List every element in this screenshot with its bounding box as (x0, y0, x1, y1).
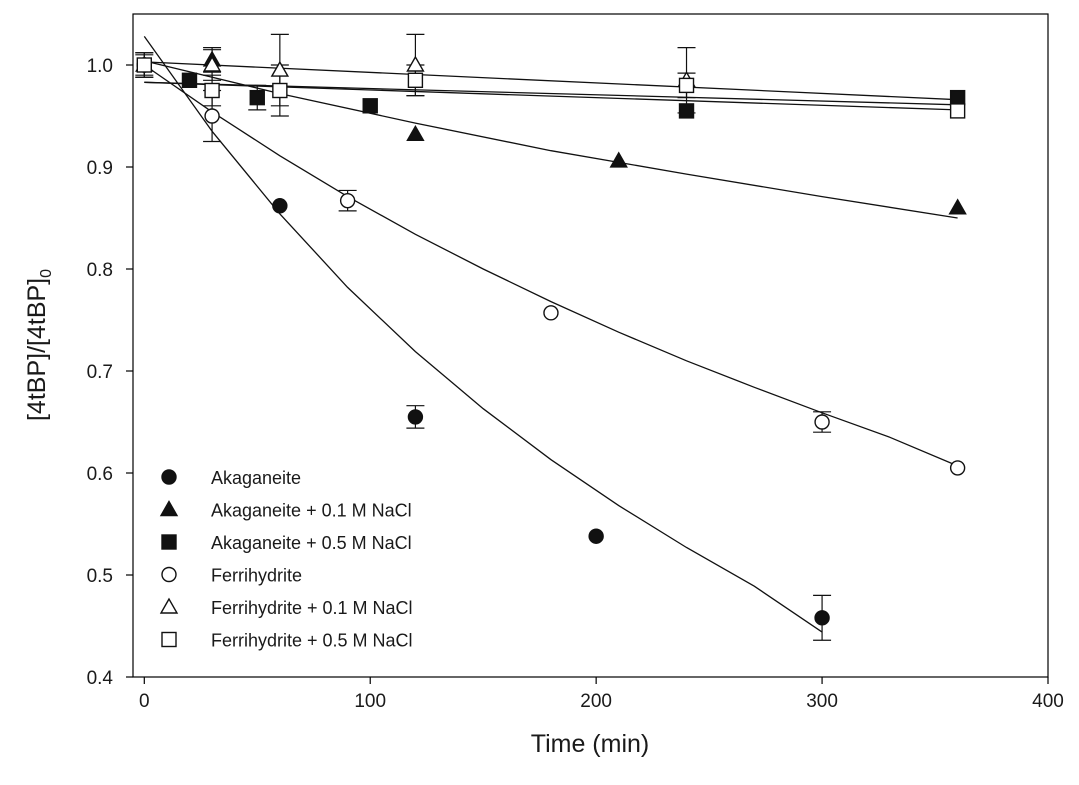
legend-marker (161, 566, 177, 583)
y-tick-label: 0.7 (87, 362, 113, 383)
data-point (948, 198, 967, 215)
legend-label: Ferrihydrite + 0.1 M NaCl (211, 598, 413, 618)
y-tick-label: 0.8 (87, 260, 113, 281)
data-point (814, 610, 830, 626)
fit-line (143, 64, 958, 467)
y-tick-label: 0.6 (87, 464, 113, 485)
data-point (204, 108, 220, 124)
y-axis-title-main: [4tBP]/[4tBP] (23, 278, 51, 421)
y-tick-label: 0.9 (87, 158, 113, 179)
data-point (407, 409, 424, 425)
x-tick-label: 100 (354, 691, 386, 712)
data-markers (135, 50, 967, 626)
data-point (949, 89, 966, 106)
data-point (202, 55, 222, 72)
legend-label: Akaganeite + 0.5 M NaCl (211, 533, 412, 553)
legend-label: Akaganeite + 0.1 M NaCl (211, 501, 412, 521)
legend-label: Ferrihydrite + 0.5 M NaCl (211, 631, 413, 651)
y-tick-label: 0.5 (87, 566, 113, 587)
data-point (270, 60, 290, 77)
fit-line (144, 81, 958, 111)
y-tick-label: 1.0 (87, 56, 113, 77)
legend-marker (161, 631, 177, 648)
x-tick-label: 0 (139, 691, 150, 712)
legend-label: Ferrihydrite (211, 566, 302, 586)
data-point (406, 55, 425, 72)
x-tick-label: 300 (806, 691, 838, 712)
data-point (949, 103, 966, 119)
y-axis-ticks: 0.4 0.5 0.6 0.7 0.8 0.9 1.0 (87, 56, 133, 689)
fit-line (144, 60, 958, 219)
fit-line (143, 36, 823, 633)
data-point (543, 305, 559, 321)
data-point (678, 77, 695, 94)
data-point (949, 460, 966, 476)
x-axis-ticks: 0 100 200 300 400 (139, 677, 1064, 712)
data-point (181, 72, 198, 89)
data-point (339, 192, 356, 209)
data-point (362, 98, 378, 114)
legend-marker (161, 534, 177, 550)
x-tick-label: 400 (1032, 691, 1064, 712)
plot-frame (132, 13, 1049, 678)
data-point (407, 72, 424, 89)
data-point (136, 57, 152, 73)
data-point (204, 82, 220, 99)
data-point (678, 103, 695, 119)
data-point (406, 124, 425, 142)
data-point (272, 198, 288, 214)
data-point (249, 89, 265, 106)
legend: Akaganeite Akaganeite + 0.1 M NaCl Akagane… (159, 468, 413, 651)
y-axis-title: [4tBP]/[4tBP]0 (23, 269, 55, 421)
data-point (609, 151, 628, 168)
data-point (814, 414, 830, 430)
x-axis-title: Time (min) (531, 730, 650, 758)
legend-marker (159, 597, 179, 614)
data-point (272, 82, 288, 99)
x-tick-label: 200 (580, 691, 612, 712)
y-axis-title-subscript: 0 (38, 269, 55, 278)
y-tick-label: 0.4 (87, 668, 114, 689)
legend-marker (159, 500, 179, 517)
legend-marker (161, 469, 177, 485)
legend-label: Akaganeite (211, 468, 301, 488)
data-point (588, 528, 604, 544)
